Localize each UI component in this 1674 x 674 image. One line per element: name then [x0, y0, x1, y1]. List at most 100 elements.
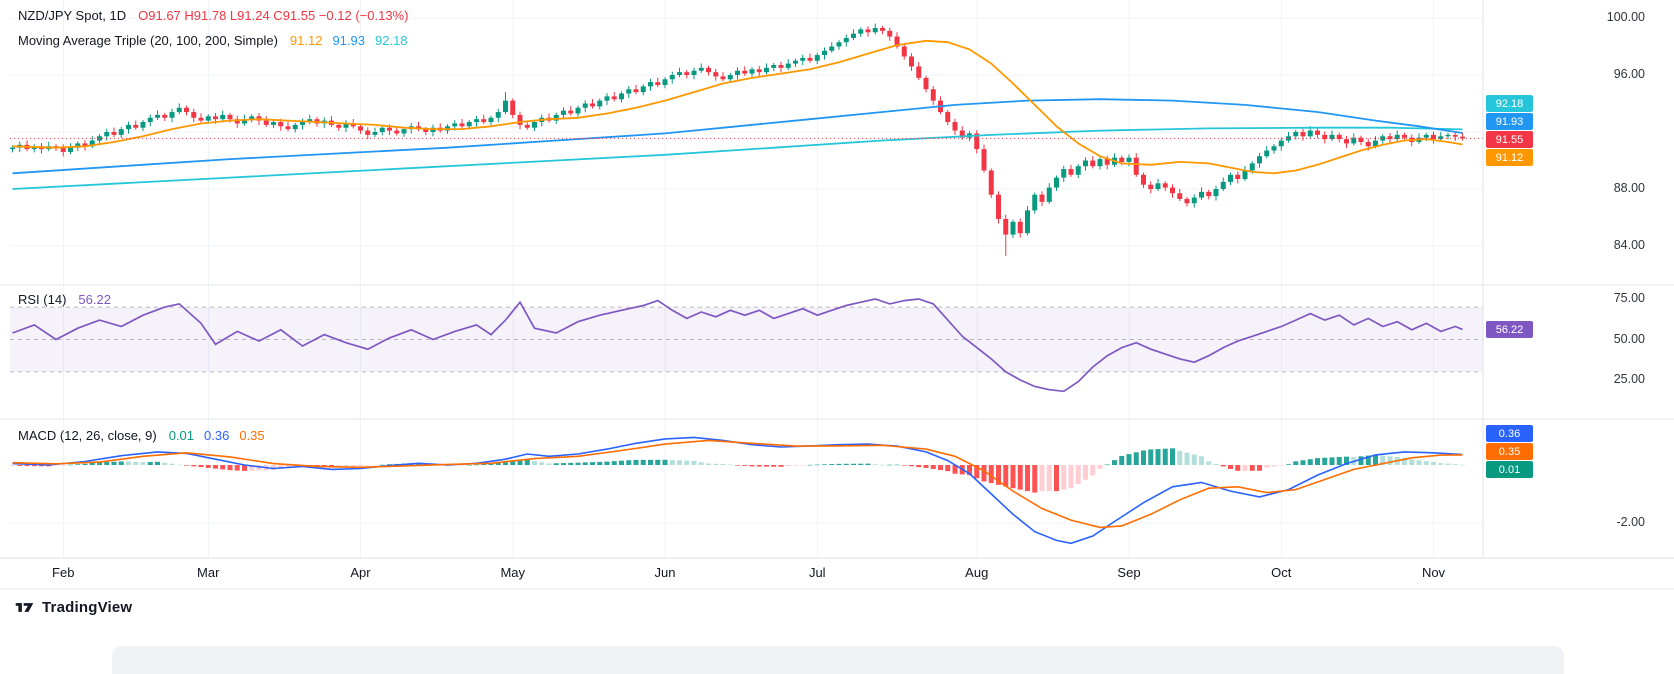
candle-body — [706, 67, 711, 73]
candle-body — [1148, 184, 1154, 189]
candle-body — [988, 170, 994, 195]
macd-histogram-bar — [234, 465, 240, 471]
macd-histogram-bar — [974, 465, 980, 479]
candle-body — [227, 114, 233, 120]
macd-histogram-bar — [1423, 461, 1429, 465]
candle-body — [205, 116, 211, 121]
macd-histogram-bar — [1409, 459, 1415, 465]
candle-body — [1075, 166, 1081, 175]
candle-body — [1387, 136, 1393, 140]
macd-histogram-bar — [1104, 464, 1110, 466]
candle-body — [771, 65, 777, 68]
macd-histogram-bar — [909, 465, 914, 467]
candle-body — [894, 36, 900, 47]
candle-body — [1097, 159, 1103, 167]
macd-histogram-bar — [82, 463, 88, 465]
candle-body — [793, 60, 798, 64]
candle-body — [1257, 156, 1262, 164]
macd-histogram-bar — [510, 461, 516, 465]
symbol-title[interactable]: NZD/JPY Spot, 1D — [18, 8, 127, 23]
macd-histogram-bar — [176, 464, 182, 466]
macd-histogram-bar — [1112, 460, 1117, 465]
candle-body — [488, 117, 494, 123]
rsi-legend-title[interactable]: RSI (14) — [18, 292, 67, 307]
macd-histogram-bar — [1061, 465, 1067, 490]
macd-histogram-bar — [604, 461, 610, 465]
macd-histogram-bar — [1286, 464, 1291, 465]
candle-body — [1293, 132, 1299, 137]
macd-legend-title[interactable]: MACD (12, 26, close, 9) — [18, 428, 157, 443]
candle-body — [923, 77, 929, 90]
candle-body — [619, 93, 624, 100]
macd-histogram-bar — [872, 464, 878, 465]
macd-histogram-bar — [358, 465, 363, 467]
candle-body — [1177, 193, 1183, 199]
candle-body — [1017, 221, 1023, 234]
candle-body — [553, 114, 559, 121]
candle-body — [1228, 174, 1233, 182]
macd-histogram-bar — [640, 459, 646, 465]
macd-histogram-bar — [575, 462, 581, 465]
candle-body — [1046, 187, 1052, 202]
macd-histogram-bar — [503, 462, 508, 465]
macd-histogram-bar — [901, 465, 907, 466]
candle-body — [394, 130, 400, 134]
candle-body — [495, 112, 501, 118]
macd-histogram-bar — [691, 460, 697, 465]
candle-body — [133, 124, 139, 128]
macd-histogram-bar — [836, 463, 842, 465]
candle-body — [350, 123, 356, 127]
candle-body — [1329, 134, 1335, 140]
candle-body — [10, 147, 15, 150]
candle-body — [1438, 136, 1444, 140]
candle-body — [176, 107, 182, 113]
macd-histogram-bar — [1046, 465, 1052, 492]
macd-histogram-bar — [756, 465, 762, 467]
macd-histogram-bar — [285, 465, 291, 468]
chart-canvas[interactable] — [0, 0, 1674, 592]
macd-histogram-bar — [633, 459, 639, 465]
macd-histogram-bar — [133, 461, 139, 465]
macd-histogram-bar — [1228, 465, 1233, 469]
candle-body — [162, 114, 168, 118]
candle-body — [300, 122, 305, 125]
macd-histogram-bar — [793, 465, 798, 466]
macd-histogram-bar — [713, 463, 719, 465]
macd-histogram-bar — [590, 462, 595, 465]
candle-body — [278, 122, 284, 127]
candle-body — [1336, 134, 1342, 140]
tradingview-attribution[interactable]: TradingView — [14, 597, 132, 618]
candle-body — [89, 140, 95, 147]
macd-histogram-bar — [205, 465, 211, 468]
candle-body — [727, 75, 733, 80]
candle-body — [742, 70, 748, 74]
candle-body — [568, 110, 574, 114]
candle-body — [655, 82, 661, 85]
macd-histogram-bar — [698, 462, 704, 465]
macd-histogram-bar — [1032, 465, 1038, 493]
candle-body — [1010, 221, 1016, 235]
candle-body — [1351, 137, 1357, 144]
macd-histogram-bar — [858, 463, 864, 465]
candle-body — [959, 130, 965, 138]
rsi-legend: RSI (14) 56.22 — [18, 292, 111, 307]
candle-body — [423, 129, 429, 132]
macd-histogram-bar — [68, 464, 73, 466]
macd-histogram-bar — [771, 465, 777, 467]
candle-body — [640, 86, 646, 93]
macd-histogram-bar — [1452, 464, 1458, 465]
macd-histogram-bar — [1068, 465, 1074, 489]
candle-body — [1025, 210, 1030, 234]
macd-histogram-bar — [10, 465, 15, 466]
macd-histogram-bar — [894, 464, 900, 466]
tradingview-wordmark: TradingView — [42, 599, 133, 616]
macd-histogram-bar — [735, 465, 740, 466]
macd-histogram-bar — [764, 465, 769, 467]
candle-body — [749, 69, 755, 74]
macd-histogram-bar — [720, 464, 726, 465]
macd-histogram-bar — [1083, 465, 1088, 480]
candle-body — [1322, 134, 1328, 140]
macd-histogram-bar — [466, 464, 472, 466]
ma-legend-title[interactable]: Moving Average Triple (20, 100, 200, Sim… — [18, 33, 278, 48]
macd-histogram-bar — [249, 465, 255, 471]
